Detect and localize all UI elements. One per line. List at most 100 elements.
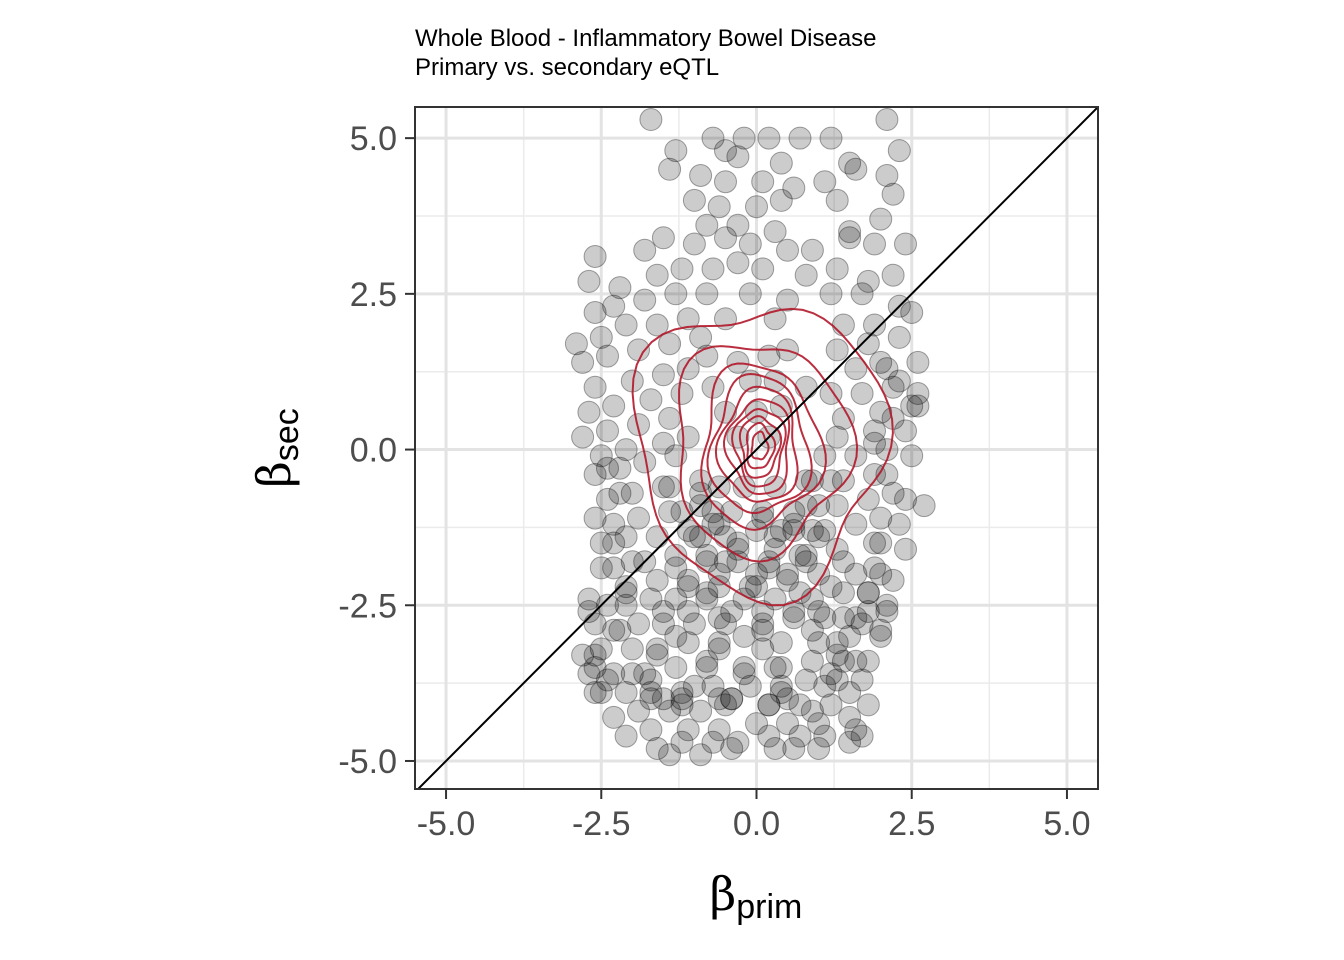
data-point [863,313,886,337]
data-point [887,139,911,163]
data-point [850,724,874,748]
data-point [602,662,626,686]
data-point [800,649,824,673]
data-point [738,282,762,306]
data-point [602,531,626,555]
data-point [844,718,868,742]
data-point [608,456,632,480]
data-point [800,699,824,723]
data-point [782,737,806,760]
data-point [583,506,607,530]
data-point [670,257,694,281]
data-point [894,232,917,256]
data-point [751,257,775,281]
data-point [577,587,601,611]
data-point [596,456,619,480]
data-point [682,525,706,549]
data-point [819,126,843,150]
data-point [589,681,613,704]
data-point [651,226,675,250]
data-point [676,307,700,331]
data-point [788,126,812,150]
data-point [875,164,899,187]
data-point [813,724,837,748]
data-point [776,288,799,312]
data-point [627,413,650,437]
data-point [682,232,706,256]
data-point [658,157,682,181]
data-point [639,668,663,692]
data-point [564,332,588,356]
data-point [825,668,849,692]
data-point [856,649,880,673]
data-point [825,631,849,655]
data-point [769,188,793,212]
data-point [869,400,893,424]
data-point [757,556,781,580]
data-point [863,531,886,555]
data-point [769,631,793,655]
data-point [881,568,905,592]
data-point [707,512,731,536]
data-point [571,643,595,667]
data-point [726,730,750,754]
data-point [614,313,638,337]
data-point [670,693,694,717]
data-point [745,562,768,586]
data-point [602,512,626,536]
data-point [676,631,700,655]
data-point [769,151,793,175]
data-point [614,575,638,599]
data-point [906,350,930,374]
y-tick-label: -5.0 [338,743,397,781]
y-tick-label: 0.0 [350,432,397,470]
data-point [831,581,855,605]
data-point [639,108,663,131]
data-point [620,481,644,505]
data-point [782,600,806,623]
data-point [658,332,682,356]
data-point [664,282,688,306]
data-point [738,674,762,698]
data-point [819,693,843,717]
data-point [763,525,787,549]
data-point [670,687,694,711]
data-point [856,581,880,605]
data-point [602,294,626,318]
data-point [707,637,731,661]
data-point [831,606,855,630]
data-point [676,425,700,449]
data-point [714,550,737,574]
data-point [844,512,868,536]
data-point [651,475,675,499]
data-point [776,712,799,736]
density-contour-ring [750,430,770,461]
data-point [589,531,613,555]
data-point [726,350,750,374]
data-point [670,681,694,704]
density-contour-ring [631,307,894,607]
data-point [738,232,762,256]
data-point [838,705,862,729]
data-point [831,550,855,574]
data-point [850,382,874,405]
data-point [794,550,818,574]
data-point [869,350,893,374]
data-point [788,724,812,748]
y-tick-label: 2.5 [350,276,397,314]
data-point [614,681,638,704]
y-tick-label: 5.0 [350,120,397,158]
data-point [726,145,750,169]
data-point [726,425,750,449]
data-point [608,276,632,300]
chart-subtitle: Primary vs. secondary eQTL [415,54,719,81]
data-point [887,369,911,393]
data-point [651,600,675,623]
data-point [769,674,793,698]
data-point [664,656,688,679]
data-point [844,357,868,381]
data-point [726,213,750,237]
data-point [782,519,806,542]
data-point [751,170,775,194]
